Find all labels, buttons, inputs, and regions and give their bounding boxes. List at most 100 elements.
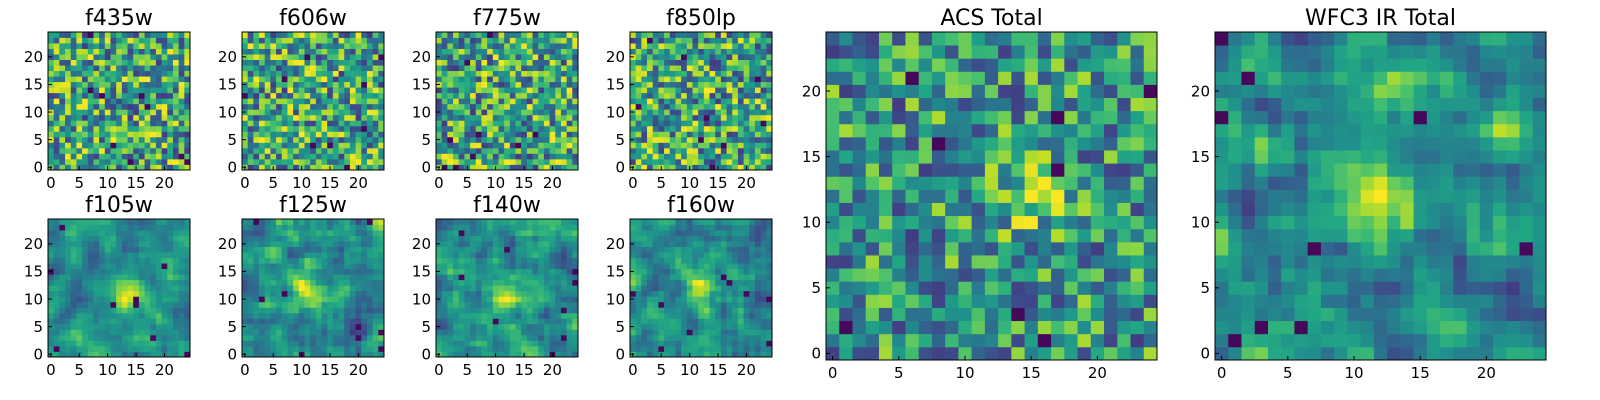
- heatmap-cell: [453, 131, 460, 138]
- heatmap-cell: [304, 70, 311, 77]
- heatmap-cell: [549, 98, 556, 105]
- heatmap-cell: [549, 257, 556, 264]
- heatmap-cell: [538, 263, 545, 270]
- heatmap-cell: [487, 230, 494, 236]
- heatmap-cell: [59, 125, 66, 132]
- heatmap-cell: [538, 76, 545, 83]
- heatmap-cell: [652, 147, 659, 154]
- heatmap-cell: [726, 312, 733, 319]
- heatmap-cell: [287, 246, 294, 253]
- heatmap-cell: [247, 257, 254, 264]
- heatmap-cell: [538, 32, 545, 38]
- heatmap-cell: [310, 279, 317, 286]
- heatmap-cell: [703, 109, 710, 116]
- heatmap-cell: [543, 164, 550, 171]
- heatmap-cell: [635, 334, 642, 341]
- heatmap-cell: [641, 158, 648, 165]
- heatmap-cell: [161, 323, 168, 330]
- heatmap-cell: [515, 268, 522, 275]
- heatmap-cell: [681, 164, 688, 171]
- heatmap-cell: [698, 312, 705, 319]
- heatmap-cell: [172, 351, 180, 358]
- heatmap-cell: [161, 125, 168, 132]
- heatmap-cell: [178, 307, 185, 314]
- heatmap-cell: [287, 125, 294, 132]
- heatmap-cell: [65, 120, 72, 127]
- heatmap-cell: [481, 92, 488, 99]
- heatmap-cell: [133, 142, 140, 149]
- heatmap-cell: [658, 76, 665, 83]
- heatmap-cell: [270, 318, 277, 325]
- x-tick-label: 15: [320, 361, 339, 379]
- heatmap-cell: [664, 76, 671, 83]
- heatmap-cell: [93, 32, 100, 38]
- heatmap-cell: [652, 59, 659, 66]
- heatmap-cell: [475, 164, 482, 171]
- heatmap-cell: [521, 32, 528, 38]
- heatmap-cell: [447, 37, 454, 44]
- heatmap-cell: [436, 92, 443, 99]
- heatmap-cell: [766, 142, 773, 149]
- heatmap-cell: [298, 301, 305, 308]
- heatmap-cell: [144, 114, 151, 121]
- heatmap-cell: [304, 103, 311, 110]
- heatmap-cell: [698, 334, 705, 341]
- heatmap-cell: [498, 147, 505, 154]
- heatmap-cell: [675, 158, 682, 165]
- heatmap-cell: [504, 48, 511, 55]
- heatmap-cell: [87, 230, 94, 236]
- heatmap-cell: [732, 301, 739, 308]
- heatmap-cell: [760, 307, 767, 314]
- heatmap-cell: [310, 285, 317, 292]
- y-tick-label: 20: [412, 48, 431, 66]
- heatmap-cell: [692, 120, 699, 127]
- heatmap-cell: [760, 263, 767, 270]
- heatmap-cell: [70, 340, 77, 347]
- heatmap-cell: [458, 81, 465, 88]
- heatmap-cell: [281, 301, 288, 308]
- heatmap-cell: [366, 114, 374, 121]
- heatmap-cell: [641, 125, 648, 132]
- heatmap-cell: [498, 109, 505, 116]
- heatmap-cell: [703, 76, 710, 83]
- heatmap-cell: [532, 87, 539, 94]
- heatmap-cell: [99, 246, 106, 253]
- heatmap-cell: [566, 241, 573, 247]
- heatmap-cell: [298, 109, 305, 116]
- heatmap-cell: [709, 312, 716, 319]
- heatmap-cell: [692, 81, 699, 88]
- heatmap-cell: [372, 98, 379, 105]
- heatmap-cell: [470, 114, 477, 121]
- heatmap-cell: [378, 81, 385, 88]
- heatmap-cell: [372, 92, 379, 99]
- heatmap-cell: [766, 279, 773, 286]
- heatmap-cell: [709, 340, 716, 347]
- heatmap-cell: [259, 92, 266, 99]
- heatmap-cell: [184, 120, 191, 127]
- heatmap-cell: [178, 92, 185, 99]
- heatmap-cell: [59, 340, 66, 347]
- heatmap-cell: [276, 241, 283, 247]
- heatmap-cell: [167, 54, 174, 60]
- heatmap-cell: [355, 81, 362, 88]
- heatmap-cell: [327, 263, 334, 270]
- heatmap-cell: [281, 120, 288, 127]
- heatmap-cell: [172, 285, 180, 292]
- heatmap-cell: [178, 65, 185, 72]
- heatmap-cell: [355, 345, 362, 352]
- heatmap-cell: [338, 70, 345, 77]
- heatmap-cell: [53, 131, 60, 138]
- heatmap-cell: [504, 285, 511, 292]
- heatmap-cell: [304, 125, 311, 132]
- heatmap-cell: [447, 92, 454, 99]
- heatmap-cell: [766, 81, 773, 88]
- heatmap-cell: [87, 224, 94, 231]
- heatmap-cell: [464, 274, 471, 281]
- heatmap-cell: [344, 340, 351, 347]
- heatmap-cell: [464, 334, 471, 341]
- heatmap-cell: [304, 142, 311, 149]
- heatmap-cell: [641, 65, 648, 72]
- heatmap-cell: [560, 224, 568, 231]
- heatmap-cell: [59, 131, 66, 138]
- heatmap-cell: [464, 290, 471, 297]
